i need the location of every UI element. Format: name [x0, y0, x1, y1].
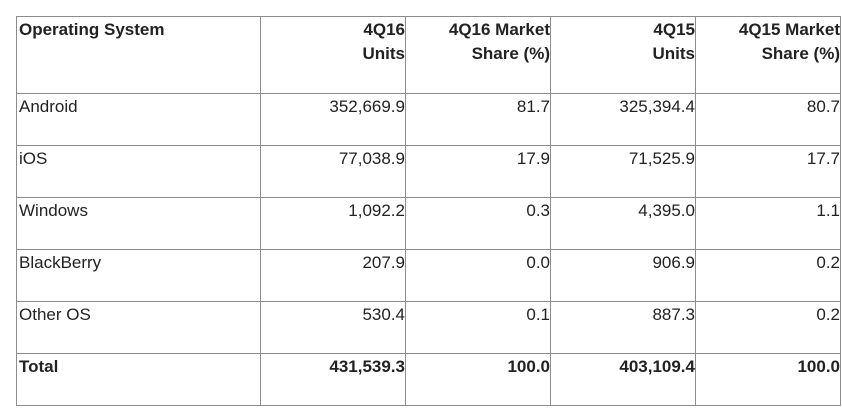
cell-4q16-units: 1,092.2 — [260, 197, 406, 250]
header-4q16-units: 4Q16 Units — [260, 16, 406, 94]
table-row-total: Total 431,539.3 100.0 403,109.4 100.0 — [16, 353, 841, 406]
table-row-other-os: Other OS 530.4 0.1 887.3 0.2 — [16, 301, 841, 354]
header-4q15-share: 4Q15 Market Share (%) — [695, 16, 841, 94]
cell-4q15-units: 71,525.9 — [550, 145, 696, 198]
table-row-windows: Windows 1,092.2 0.3 4,395.0 1.1 — [16, 197, 841, 250]
os-sales-table: Operating System 4Q16 Units 4Q16 Market … — [16, 16, 841, 406]
header-line: Share (%) — [471, 44, 550, 63]
cell-4q16-share: 81.7 — [405, 93, 551, 146]
table-row-blackberry: BlackBerry 207.9 0.0 906.9 0.2 — [16, 249, 841, 302]
row-label: Windows — [16, 197, 261, 250]
cell-4q15-share: 0.2 — [695, 301, 841, 354]
table-row-android: Android 352,669.9 81.7 325,394.4 80.7 — [16, 93, 841, 146]
row-label: Total — [16, 353, 261, 406]
header-line: Units — [362, 44, 405, 63]
header-line: 4Q15 — [653, 20, 695, 39]
header-4q16-share: 4Q16 Market Share (%) — [405, 16, 551, 94]
header-line: 4Q16 Market — [448, 20, 550, 39]
cell-4q15-units: 403,109.4 — [550, 353, 696, 406]
cell-4q15-share: 80.7 — [695, 93, 841, 146]
header-row: Operating System 4Q16 Units 4Q16 Market … — [16, 16, 841, 94]
cell-4q16-share: 100.0 — [405, 353, 551, 406]
cell-4q15-units: 887.3 — [550, 301, 696, 354]
cell-4q16-units: 530.4 — [260, 301, 406, 354]
header-line: Share (%) — [761, 44, 840, 63]
cell-4q15-share: 17.7 — [695, 145, 841, 198]
cell-4q16-units: 207.9 — [260, 249, 406, 302]
cell-4q16-share: 0.1 — [405, 301, 551, 354]
cell-4q15-units: 325,394.4 — [550, 93, 696, 146]
cell-4q16-share: 0.0 — [405, 249, 551, 302]
table-row-ios: iOS 77,038.9 17.9 71,525.9 17.7 — [16, 145, 841, 198]
cell-4q16-units: 77,038.9 — [260, 145, 406, 198]
cell-4q16-units: 431,539.3 — [260, 353, 406, 406]
row-label: BlackBerry — [16, 249, 261, 302]
cell-4q15-share: 1.1 — [695, 197, 841, 250]
header-operating-system: Operating System — [16, 16, 261, 94]
header-line: 4Q15 Market — [738, 20, 840, 39]
cell-4q16-share: 0.3 — [405, 197, 551, 250]
cell-4q16-share: 17.9 — [405, 145, 551, 198]
cell-4q16-units: 352,669.9 — [260, 93, 406, 146]
header-line: Operating System — [19, 20, 165, 39]
cell-4q15-units: 4,395.0 — [550, 197, 696, 250]
cell-4q15-units: 906.9 — [550, 249, 696, 302]
row-label: Android — [16, 93, 261, 146]
row-label: Other OS — [16, 301, 261, 354]
header-line: Units — [652, 44, 695, 63]
header-4q15-units: 4Q15 Units — [550, 16, 696, 94]
cell-4q15-share: 100.0 — [695, 353, 841, 406]
cell-4q15-share: 0.2 — [695, 249, 841, 302]
header-line: 4Q16 — [363, 20, 405, 39]
row-label: iOS — [16, 145, 261, 198]
